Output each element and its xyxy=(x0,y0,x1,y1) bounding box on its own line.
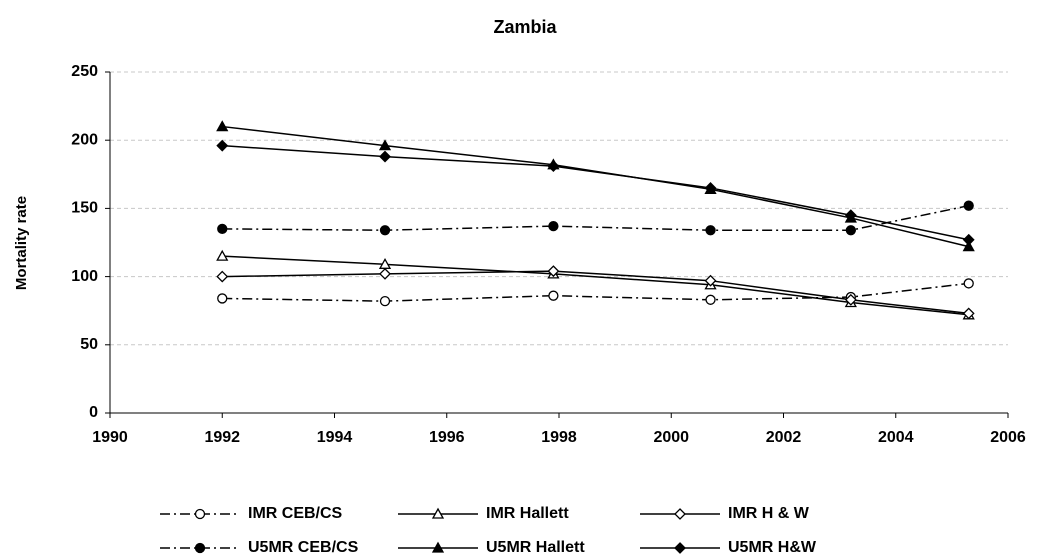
x-tick-label: 1990 xyxy=(92,429,128,446)
x-tick-label: 1998 xyxy=(541,429,577,446)
legend-label: IMR Hallett xyxy=(486,505,569,522)
legend-label: IMR CEB/CS xyxy=(248,505,343,522)
legend-marker xyxy=(194,542,206,554)
x-tick-label: 1992 xyxy=(204,429,240,446)
marker xyxy=(845,225,856,236)
marker xyxy=(844,293,857,306)
series-line xyxy=(222,144,969,241)
y-tick-label: 0 xyxy=(89,404,98,421)
legend-label: U5MR CEB/CS xyxy=(248,539,359,556)
marker xyxy=(704,274,717,287)
marker xyxy=(378,139,392,151)
marker xyxy=(705,225,716,236)
marker xyxy=(963,278,974,289)
marker xyxy=(844,209,857,222)
marker xyxy=(216,120,229,132)
marker xyxy=(704,182,717,194)
legend-label: IMR H & W xyxy=(728,505,810,522)
legend-marker xyxy=(431,507,445,519)
marker xyxy=(379,296,391,307)
y-tick-label: 200 xyxy=(71,131,98,148)
marker xyxy=(705,294,716,305)
legend-marker xyxy=(194,508,206,520)
x-tick-label: 2002 xyxy=(766,429,802,446)
legend-marker xyxy=(674,542,686,554)
x-tick-label: 2006 xyxy=(990,429,1026,446)
marker xyxy=(216,249,229,261)
chart-title: Zambia xyxy=(493,17,557,37)
marker xyxy=(379,225,391,236)
x-tick-label: 2000 xyxy=(653,429,689,446)
x-tick-label: 2004 xyxy=(878,429,914,446)
legend-label: U5MR Hallett xyxy=(486,539,585,556)
y-tick-label: 100 xyxy=(71,268,98,285)
marker xyxy=(962,307,975,320)
marker xyxy=(547,265,560,278)
x-tick-label: 1994 xyxy=(317,429,353,446)
marker xyxy=(962,233,975,246)
marker xyxy=(217,293,228,304)
marker xyxy=(548,220,559,232)
series-line xyxy=(222,255,969,316)
series-line xyxy=(222,282,969,302)
legend-marker xyxy=(674,508,686,520)
marker xyxy=(963,200,974,211)
y-tick-label: 150 xyxy=(71,200,98,217)
y-axis-label: Mortality rate xyxy=(13,196,30,290)
series-line xyxy=(222,204,969,231)
x-tick-label: 1996 xyxy=(429,429,465,446)
marker xyxy=(217,223,228,235)
legend-marker xyxy=(431,541,445,553)
legend-label: U5MR H&W xyxy=(728,539,817,556)
marker xyxy=(216,139,229,152)
marker xyxy=(379,267,391,280)
series-line xyxy=(222,270,969,315)
marker xyxy=(548,290,559,301)
marker xyxy=(379,150,391,163)
marker xyxy=(962,240,975,252)
marker xyxy=(547,160,560,173)
marker xyxy=(216,270,229,283)
y-tick-label: 250 xyxy=(71,63,98,80)
y-tick-label: 50 xyxy=(80,336,98,353)
